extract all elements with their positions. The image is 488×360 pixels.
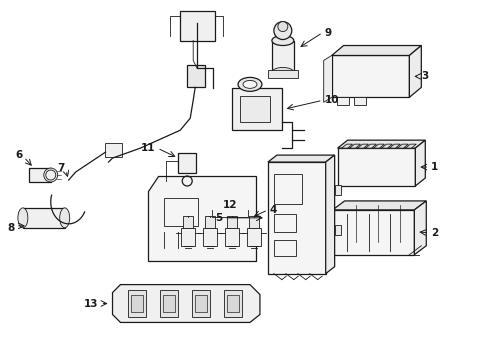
Bar xyxy=(246,228,261,246)
Ellipse shape xyxy=(271,67,293,77)
Polygon shape xyxy=(349,144,360,148)
Polygon shape xyxy=(365,144,376,148)
Bar xyxy=(334,185,340,195)
Bar xyxy=(240,96,269,122)
Polygon shape xyxy=(405,144,415,148)
Polygon shape xyxy=(332,201,426,210)
Bar xyxy=(164,198,198,226)
Text: 11: 11 xyxy=(141,143,155,153)
Circle shape xyxy=(277,22,287,32)
Ellipse shape xyxy=(60,208,69,228)
Ellipse shape xyxy=(271,36,293,45)
Bar xyxy=(181,228,195,246)
Polygon shape xyxy=(357,144,368,148)
Circle shape xyxy=(273,22,291,40)
Bar xyxy=(271,41,293,72)
Bar xyxy=(248,216,259,228)
Bar xyxy=(195,294,207,312)
Bar xyxy=(131,294,143,312)
Bar xyxy=(273,174,301,204)
Polygon shape xyxy=(192,289,210,318)
Polygon shape xyxy=(331,45,421,55)
Bar xyxy=(353,97,365,105)
Text: 12: 12 xyxy=(223,200,237,210)
Polygon shape xyxy=(388,144,400,148)
Circle shape xyxy=(46,170,56,180)
Polygon shape xyxy=(414,140,425,186)
Bar xyxy=(334,225,340,235)
Polygon shape xyxy=(224,289,242,318)
Polygon shape xyxy=(112,285,260,323)
Bar xyxy=(178,153,196,173)
Text: 7: 7 xyxy=(57,163,64,173)
Polygon shape xyxy=(337,148,414,186)
Bar xyxy=(273,214,295,232)
Polygon shape xyxy=(341,144,352,148)
Text: 9: 9 xyxy=(324,28,331,37)
Bar xyxy=(267,71,297,78)
Text: 5: 5 xyxy=(214,213,222,223)
Polygon shape xyxy=(148,176,255,261)
Polygon shape xyxy=(325,155,334,274)
Bar xyxy=(232,88,281,130)
Polygon shape xyxy=(381,144,392,148)
Text: 13: 13 xyxy=(84,298,99,309)
Bar xyxy=(336,97,348,105)
Bar xyxy=(273,240,295,256)
Polygon shape xyxy=(373,144,384,148)
Text: 2: 2 xyxy=(430,228,438,238)
Polygon shape xyxy=(267,155,334,162)
Text: 10: 10 xyxy=(324,95,339,105)
Ellipse shape xyxy=(238,77,262,91)
Text: 8: 8 xyxy=(8,223,15,233)
Bar xyxy=(163,294,175,312)
Polygon shape xyxy=(331,55,408,97)
Text: 6: 6 xyxy=(16,150,23,160)
Polygon shape xyxy=(160,289,178,318)
Bar xyxy=(180,11,215,41)
Text: 4: 4 xyxy=(269,205,277,215)
Polygon shape xyxy=(332,210,413,255)
Polygon shape xyxy=(267,162,325,274)
Bar xyxy=(205,216,215,228)
Ellipse shape xyxy=(18,208,28,228)
Polygon shape xyxy=(337,140,425,148)
Polygon shape xyxy=(397,144,407,148)
Polygon shape xyxy=(323,55,331,102)
Bar xyxy=(187,66,205,87)
Bar xyxy=(23,208,64,228)
Bar xyxy=(29,168,51,182)
Bar xyxy=(104,143,122,157)
Ellipse shape xyxy=(243,80,256,88)
Bar xyxy=(183,216,193,228)
Circle shape xyxy=(44,168,58,182)
Bar xyxy=(224,228,239,246)
Polygon shape xyxy=(413,201,426,255)
Polygon shape xyxy=(128,289,146,318)
Bar xyxy=(203,228,217,246)
Bar xyxy=(226,216,237,228)
Text: 3: 3 xyxy=(421,71,427,81)
Bar xyxy=(226,294,239,312)
Polygon shape xyxy=(408,45,421,97)
Text: 1: 1 xyxy=(430,162,438,172)
